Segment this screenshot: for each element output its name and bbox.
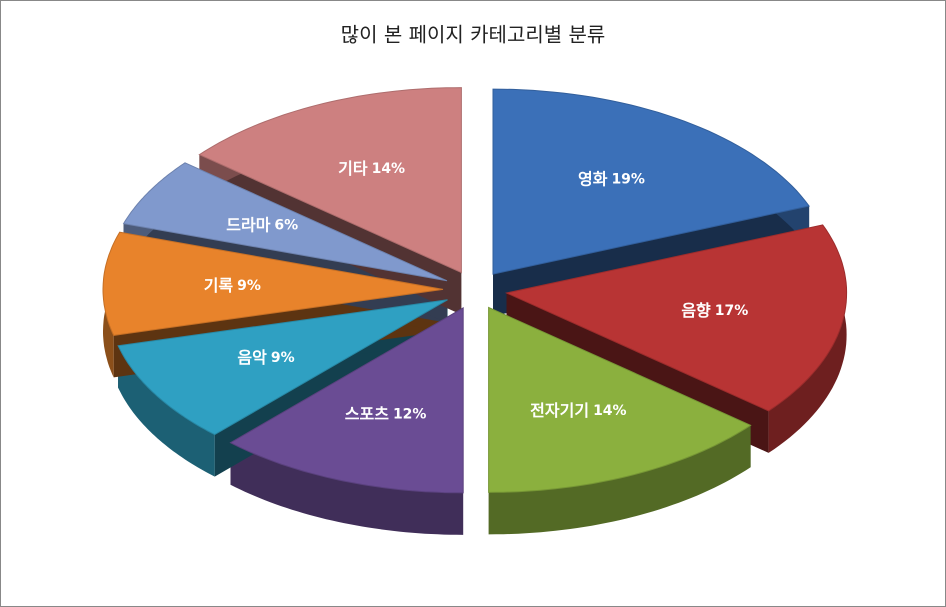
slice [505,224,848,412]
value-label: 19% [611,171,645,187]
pie-tops [102,87,848,494]
slice [492,88,810,275]
slice [102,231,444,336]
value-label: 6% [274,217,298,233]
slice [122,162,448,282]
slice-label: 전자기기 14% [530,401,626,420]
category-label: 전자기기 [530,401,589,420]
value-label: 14% [372,161,406,177]
category-label: 드라마 [226,215,270,234]
pie-labels: 영화 19%음향 17%전자기기 14%스포츠 12%음악 9%기록 9%드라마 6%기타 14… [204,158,749,423]
slice [198,87,462,274]
slice [229,307,464,494]
slice-side [230,442,464,535]
category-label: 음악 [237,348,267,367]
slice-label: 음악 9% [237,348,294,367]
value-label: 14% [593,403,627,419]
slice [117,299,448,436]
category-label: 기록 [204,275,234,294]
value-label: 17% [715,303,749,319]
slice [488,306,752,493]
slice-side [768,224,847,453]
slice-label: 음향 17% [681,300,748,319]
slice-label: 기록 9% [204,275,261,294]
value-label: 9% [271,350,295,366]
value-label: 12% [393,406,427,422]
slice-label: 드라마 6% [226,215,298,234]
slice-label: 영화 19% [578,169,645,188]
chart-title: 많이 본 페이지 카테고리별 분류 [341,23,606,47]
slice-label: 기타 14% [338,158,405,177]
slice-side [488,425,751,535]
category-label: 영화 [578,169,608,188]
category-label: 스포츠 [345,404,389,423]
slice-label: 스포츠 12% [345,404,427,423]
category-label: 음향 [681,300,711,319]
category-label: 기타 [338,158,368,177]
value-label: 9% [237,278,261,294]
slice-side [118,345,215,477]
